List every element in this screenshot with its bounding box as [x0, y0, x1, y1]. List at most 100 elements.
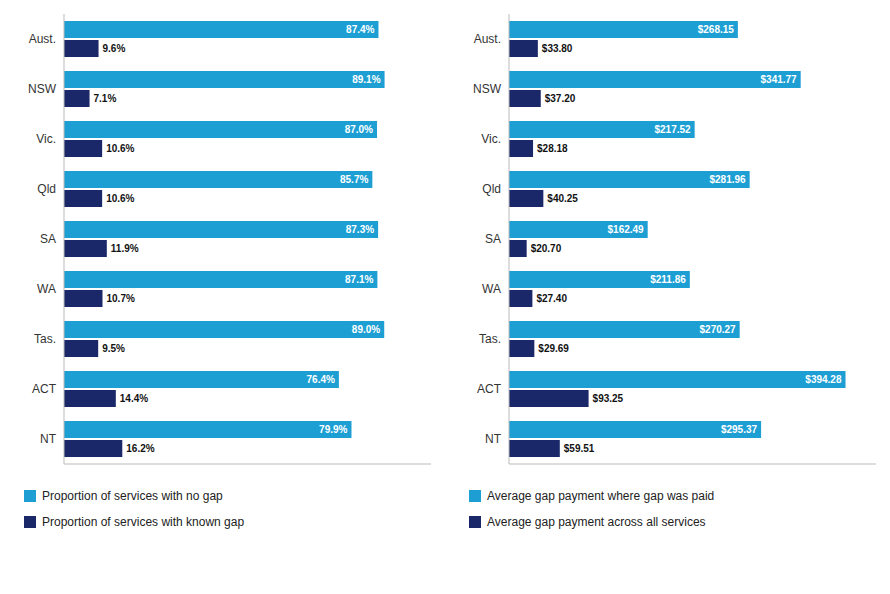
bar	[509, 90, 541, 107]
category-label: Aust.	[474, 32, 501, 46]
bar	[64, 190, 102, 207]
data-label: $268.15	[698, 24, 735, 35]
data-label: $27.40	[536, 293, 567, 304]
category-label: WA	[37, 282, 56, 296]
data-label: $29.69	[538, 343, 569, 354]
bar	[509, 390, 589, 407]
data-label: 79.9%	[319, 424, 347, 435]
category-label: NSW	[28, 82, 57, 96]
bar	[64, 321, 384, 338]
data-label: 85.7%	[340, 174, 368, 185]
data-label: $28.18	[537, 143, 568, 154]
bars	[509, 21, 846, 457]
bar	[509, 121, 695, 138]
category-label: SA	[40, 232, 56, 246]
category-label: Vic.	[481, 132, 501, 146]
legend-label: Proportion of services with no gap	[42, 489, 223, 503]
x-axis-line	[64, 464, 431, 465]
legend-swatch	[24, 516, 36, 528]
bar	[509, 371, 846, 388]
bar	[64, 271, 377, 288]
bar	[64, 90, 90, 107]
category-label: ACT	[32, 382, 57, 396]
bar	[64, 240, 107, 257]
data-label: $37.20	[545, 93, 576, 104]
panel: Aust.NSWVic.QldSAWATas.ACTNT$268.15$341.…	[473, 14, 876, 464]
data-label: 87.1%	[345, 274, 373, 285]
bar	[509, 421, 761, 438]
bar	[64, 221, 378, 238]
bar	[64, 421, 351, 438]
y-axis-line	[64, 14, 65, 464]
data-label: $33.80	[542, 43, 573, 54]
category-label: Aust.	[29, 32, 56, 46]
bar	[64, 171, 372, 188]
data-label: 87.3%	[346, 224, 374, 235]
data-label: 16.2%	[126, 443, 154, 454]
legend-label: Average gap payment where gap was paid	[487, 489, 714, 503]
legend: Average gap payment where gap was paid Av…	[469, 489, 714, 529]
bar	[509, 140, 533, 157]
bar	[64, 71, 385, 88]
category-label: Qld	[482, 182, 501, 196]
category-label: NSW	[473, 82, 502, 96]
data-label: 9.5%	[102, 343, 125, 354]
data-label: 89.0%	[352, 324, 380, 335]
legend-swatch	[469, 516, 481, 528]
data-label: $394.28	[805, 374, 842, 385]
y-axis-line	[509, 14, 510, 464]
data-label: $281.96	[709, 174, 746, 185]
bar	[509, 221, 648, 238]
data-label: $59.51	[564, 443, 595, 454]
bar	[64, 121, 377, 138]
data-label: 89.1%	[352, 74, 380, 85]
bar	[509, 171, 750, 188]
data-label: $217.52	[654, 124, 691, 135]
legend-swatch	[24, 490, 36, 502]
data-label: $162.49	[608, 224, 645, 235]
category-label: Qld	[37, 182, 56, 196]
category-label: Tas.	[479, 332, 501, 346]
bar	[509, 340, 534, 357]
bar	[64, 290, 102, 307]
legend: Proportion of services with no gap Propor…	[24, 489, 244, 529]
data-label: $211.86	[650, 274, 686, 285]
bar	[509, 190, 543, 207]
category-label: Tas.	[34, 332, 56, 346]
category-label: SA	[485, 232, 501, 246]
bar	[64, 340, 98, 357]
data-label: 9.6%	[103, 43, 126, 54]
data-label: 10.7%	[106, 293, 134, 304]
data-label: $270.27	[700, 324, 737, 335]
category-label: NT	[485, 432, 502, 446]
data-label: 87.4%	[346, 24, 374, 35]
data-label: 10.6%	[106, 193, 134, 204]
bar	[64, 390, 116, 407]
data-label: 14.4%	[120, 393, 148, 404]
data-label: 76.4%	[307, 374, 335, 385]
data-label: $20.70	[531, 243, 562, 254]
data-label: $40.25	[547, 193, 578, 204]
bar	[64, 371, 339, 388]
panel: Aust. NSW Vic. Qld SA WA Tas. ACT NT 87.4% 89.1% 87…	[28, 14, 431, 464]
bar	[509, 71, 801, 88]
data-label: $295.37	[721, 424, 758, 435]
category-label: Vic.	[36, 132, 56, 146]
data-label: $93.25	[593, 393, 624, 404]
bar	[64, 140, 102, 157]
bar	[64, 21, 378, 38]
bar	[509, 21, 738, 38]
category-label: NT	[40, 432, 57, 446]
legend-label: Proportion of services with known gap	[42, 515, 244, 529]
bar	[509, 271, 690, 288]
bar	[509, 321, 740, 338]
bar	[509, 40, 538, 57]
x-axis-line	[509, 464, 876, 465]
legend-swatch	[469, 490, 481, 502]
bar	[64, 40, 99, 57]
category-label: WA	[482, 282, 501, 296]
data-label: $341.77	[761, 74, 798, 85]
legend-label: Average gap payment across all services	[487, 515, 706, 529]
data-label: 87.0%	[345, 124, 373, 135]
bars	[64, 21, 385, 457]
